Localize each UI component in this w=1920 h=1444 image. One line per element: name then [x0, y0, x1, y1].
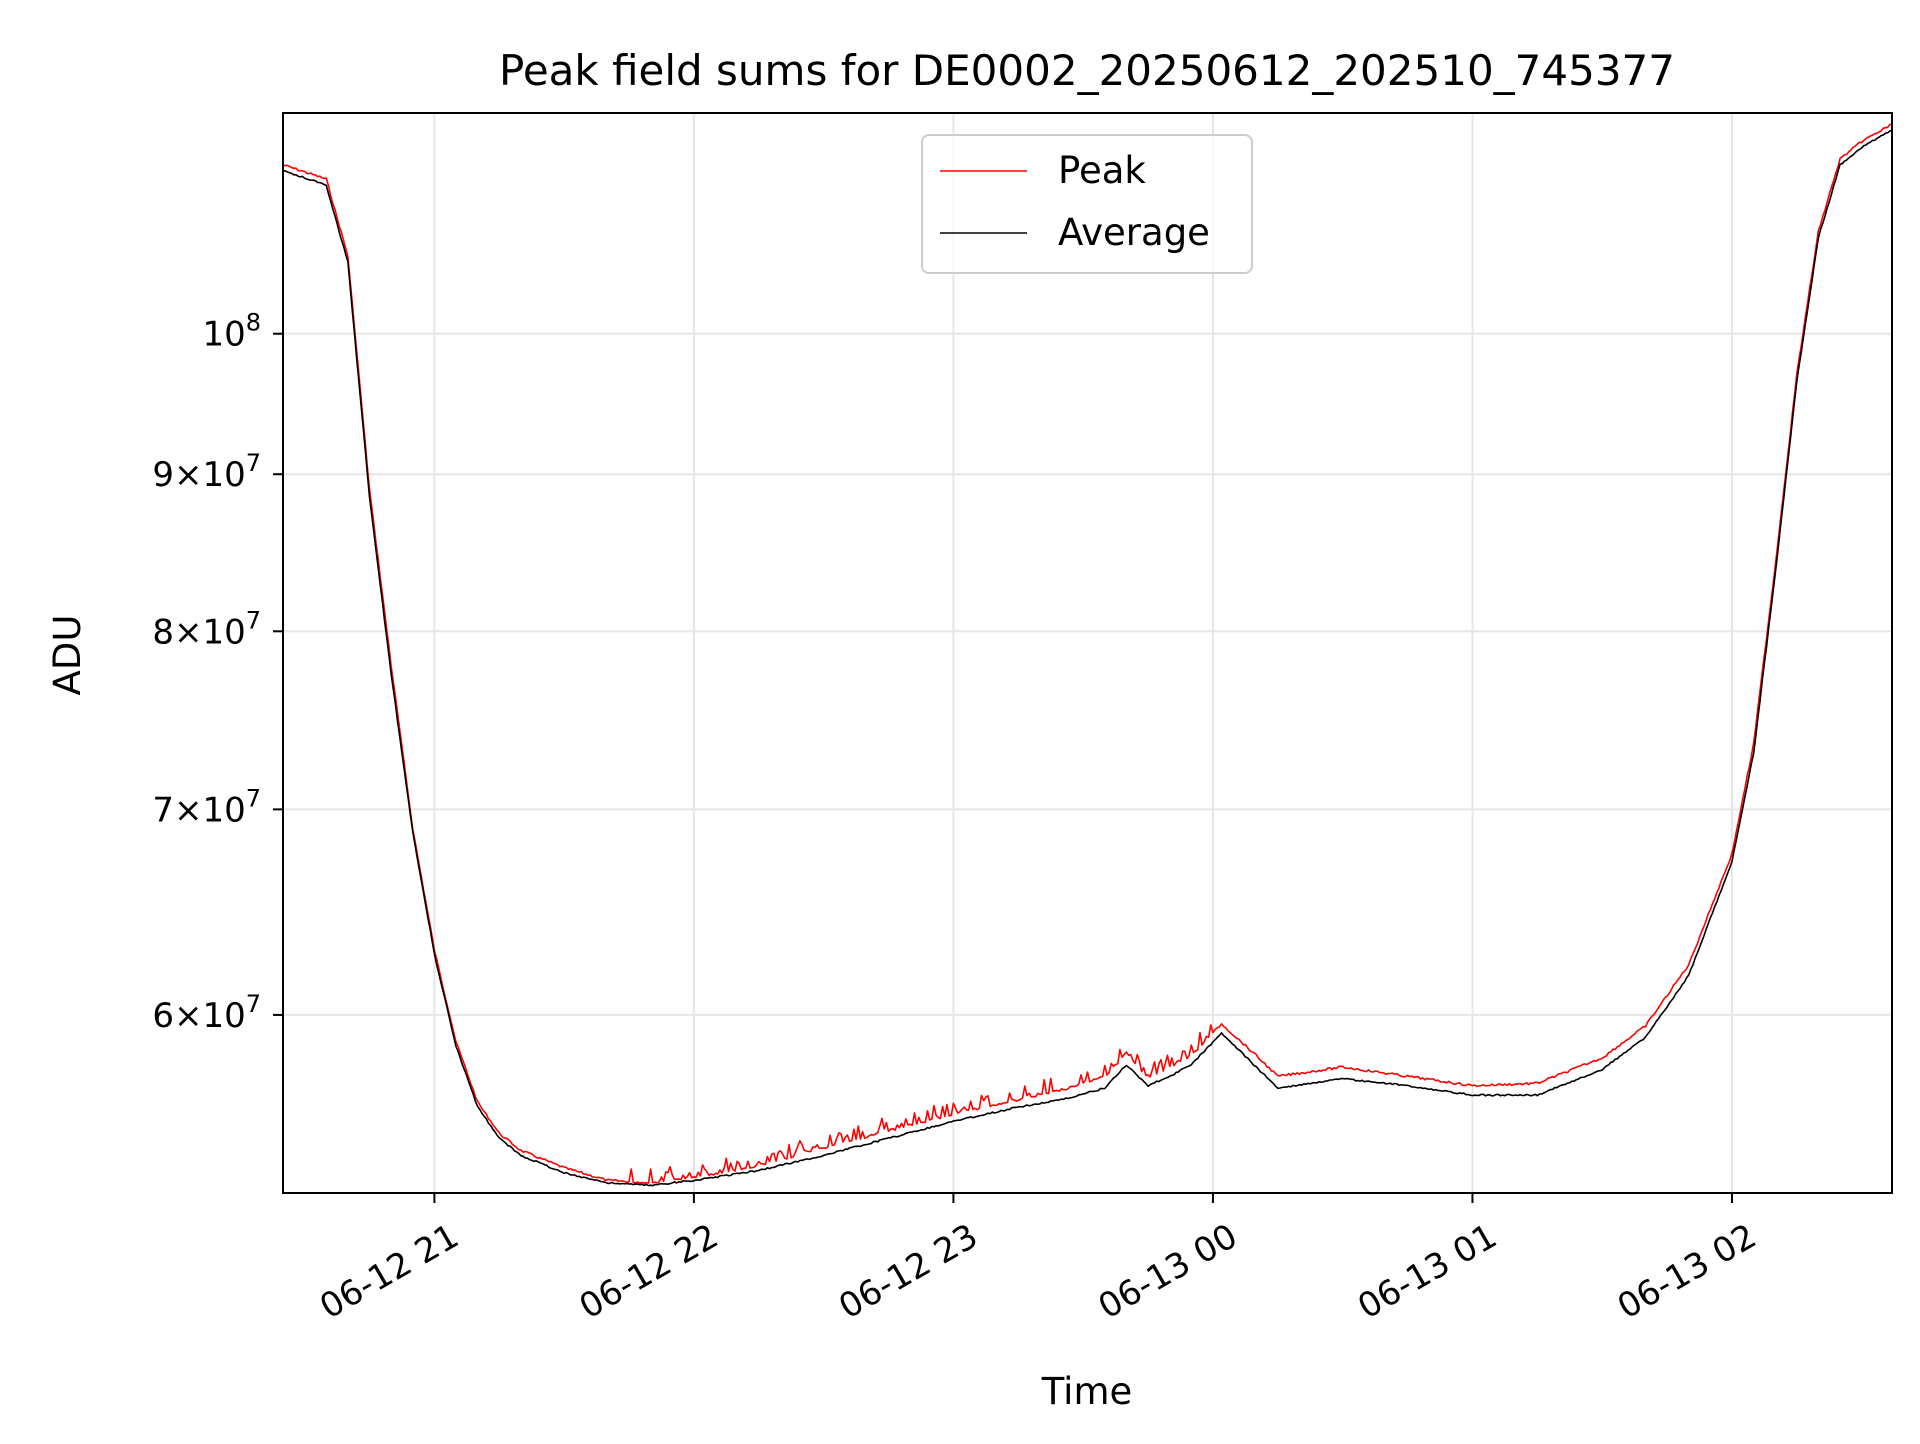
- series-line-average: [283, 129, 1892, 1187]
- series-layer: [283, 123, 1892, 1187]
- legend-box: [921, 134, 1253, 274]
- y-tick-base: 10: [202, 612, 245, 652]
- plot-frame: [282, 112, 1893, 1194]
- y-tick-label: 8×107: [152, 606, 261, 652]
- y-tick-exponent: 7: [246, 606, 261, 634]
- y-tick-times: ×: [174, 790, 203, 830]
- y-tick-times: ×: [174, 612, 203, 652]
- y-axis-label: ADU: [46, 615, 89, 696]
- y-tick-base: 10: [202, 455, 245, 495]
- y-tick-exponent: 8: [246, 309, 261, 337]
- y-tick-base: 10: [202, 790, 245, 830]
- y-tick-mantissa: 6: [152, 996, 174, 1036]
- series-line-peak: [283, 123, 1892, 1184]
- y-tick-base: 10: [202, 996, 245, 1036]
- y-tick-label: 6×107: [152, 990, 261, 1036]
- legend: Peak Average: [921, 134, 1253, 274]
- grid-layer: [283, 113, 1892, 1193]
- x-axis-label: Time: [1041, 1370, 1133, 1413]
- y-tick-label: 108: [202, 309, 261, 355]
- y-tick-label: 9×107: [152, 449, 261, 495]
- y-tick-exponent: 7: [246, 784, 261, 812]
- y-tick-exponent: 7: [246, 990, 261, 1018]
- y-tick-base: 10: [202, 315, 245, 355]
- y-tick-times: ×: [174, 455, 203, 495]
- y-tick-exponent: 7: [246, 449, 261, 477]
- chart-title: Peak field sums for DE0002_20250612_2025…: [499, 46, 1675, 95]
- legend-label-average: Average: [1058, 211, 1210, 254]
- y-tick-times: ×: [174, 996, 203, 1036]
- y-tick-mantissa: 7: [152, 790, 174, 830]
- legend-label-peak: Peak: [1058, 149, 1146, 192]
- y-tick-mantissa: 9: [152, 455, 174, 495]
- y-tick-mantissa: 8: [152, 612, 174, 652]
- y-tick-label: 7×107: [152, 784, 261, 830]
